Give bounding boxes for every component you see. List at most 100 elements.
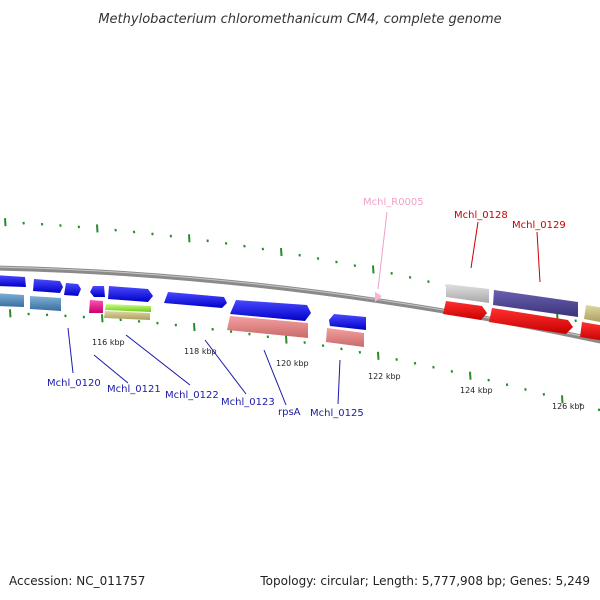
scale-label: 122 kbp: [368, 372, 401, 381]
minor-tick: [335, 260, 338, 264]
rna-gene-mchl-r0005[interactable]: [375, 292, 382, 302]
minor-tick: [450, 370, 454, 373]
minor-tick: [248, 332, 251, 336]
minor-tick: [40, 222, 44, 226]
minor-tick: [174, 323, 178, 327]
minor-tick: [358, 350, 362, 354]
leader-line-mchl-0128: [470, 221, 479, 269]
minor-tick: [427, 280, 430, 284]
minor-tick: [432, 365, 435, 369]
minor-tick: [224, 241, 228, 245]
minor-tick: [340, 347, 343, 351]
gene-forward[interactable]: [164, 292, 227, 308]
scale-label: 124 kbp: [460, 386, 493, 395]
gene-forward[interactable]: [108, 286, 153, 302]
gene-reverse[interactable]: [0, 293, 24, 307]
label-mchl-0128[interactable]: Mchl_0128: [454, 210, 508, 221]
minor-tick: [408, 275, 412, 279]
minor-tick: [77, 225, 81, 229]
accession-text: Accession: NC_011757: [9, 574, 146, 588]
scale-label: 120 kbp: [276, 359, 309, 368]
leader-line-mchl-r0005: [377, 211, 388, 290]
minor-tick: [413, 361, 417, 365]
minor-tick: [390, 271, 393, 275]
gene-reverse[interactable]: [326, 328, 364, 347]
gene-forward[interactable]: [0, 275, 26, 287]
gene-forward[interactable]: [584, 305, 600, 323]
minor-tick: [22, 221, 25, 225]
label-mchl-0123[interactable]: Mchl_0123: [221, 397, 275, 408]
minor-tick: [64, 314, 67, 318]
gene-forward[interactable]: [90, 286, 105, 297]
scale-label: 126 kbp: [552, 402, 585, 411]
major-tick: [188, 234, 191, 243]
leader-line-mchl-0129: [536, 231, 541, 283]
label-mchl-0120[interactable]: Mchl_0120: [47, 378, 101, 389]
minor-tick: [524, 388, 527, 391]
minor-tick: [298, 253, 301, 257]
minor-tick: [303, 341, 306, 344]
forward-strand-genes: [0, 275, 600, 330]
topology-text: Topology: circular; Length: 5,777,908 bp…: [260, 574, 590, 588]
major-tick: [561, 395, 564, 404]
minor-tick: [151, 232, 154, 236]
inner-scale-ticks: [9, 309, 600, 412]
gene-reverse[interactable]: [443, 301, 487, 320]
gene-mchl-0129[interactable]: [493, 290, 578, 317]
gene-reverse[interactable]: [489, 308, 573, 334]
minor-tick: [353, 264, 357, 268]
minor-tick: [261, 247, 265, 251]
gene-mchl-0128[interactable]: [446, 284, 489, 303]
label-mchl-r0005[interactable]: Mchl_R0005: [363, 197, 424, 208]
gene-reverse[interactable]: [105, 304, 151, 312]
gene-forward[interactable]: [64, 283, 81, 296]
minor-tick: [119, 318, 122, 322]
major-tick: [285, 335, 288, 344]
label-mchl-0129[interactable]: Mchl_0129: [512, 220, 566, 231]
minor-tick: [597, 408, 600, 412]
gene-forward[interactable]: [33, 279, 63, 293]
minor-tick: [574, 319, 577, 323]
minor-tick: [59, 224, 62, 227]
minor-tick: [321, 344, 325, 348]
minor-tick: [579, 403, 582, 406]
reverse-strand-genes: [0, 293, 600, 347]
minor-tick: [316, 257, 320, 260]
gene-leader-lines: [67, 327, 341, 406]
minor-tick: [132, 230, 136, 234]
label-mchl-0121[interactable]: Mchl_0121: [107, 384, 161, 395]
gene-forward[interactable]: [329, 314, 366, 330]
minor-tick: [82, 315, 86, 319]
minor-tick: [206, 239, 209, 243]
label-mchl-0122[interactable]: Mchl_0122: [165, 390, 219, 401]
major-tick: [96, 224, 99, 233]
major-tick: [372, 265, 375, 274]
minor-tick: [266, 335, 270, 339]
gene-reverse[interactable]: [89, 300, 103, 313]
minor-tick: [211, 327, 214, 331]
label-rpsa[interactable]: rpsA: [278, 407, 301, 418]
gene-reverse[interactable]: [580, 322, 600, 341]
scale-label: 116 kbp: [92, 338, 125, 347]
minor-tick: [45, 313, 49, 317]
minor-tick: [243, 244, 246, 248]
scale-label: 118 kbp: [184, 347, 217, 356]
minor-tick: [505, 383, 509, 387]
gene-reverse[interactable]: [30, 296, 61, 311]
major-tick: [9, 309, 12, 318]
major-tick: [280, 247, 283, 257]
major-tick: [469, 371, 472, 380]
map-title: Methylobacterium chloromethanicum CM4, c…: [98, 12, 501, 27]
gene-rpsa[interactable]: [227, 316, 308, 338]
minor-tick: [487, 378, 490, 382]
label-mchl-0125[interactable]: Mchl_0125: [310, 408, 364, 419]
minor-tick: [169, 234, 173, 238]
major-tick: [101, 314, 104, 323]
major-tick: [4, 218, 7, 227]
major-tick: [193, 323, 196, 332]
gene-reverse[interactable]: [104, 311, 150, 320]
minor-tick: [27, 312, 30, 316]
gene-forward[interactable]: [230, 300, 311, 321]
major-tick: [377, 351, 380, 360]
